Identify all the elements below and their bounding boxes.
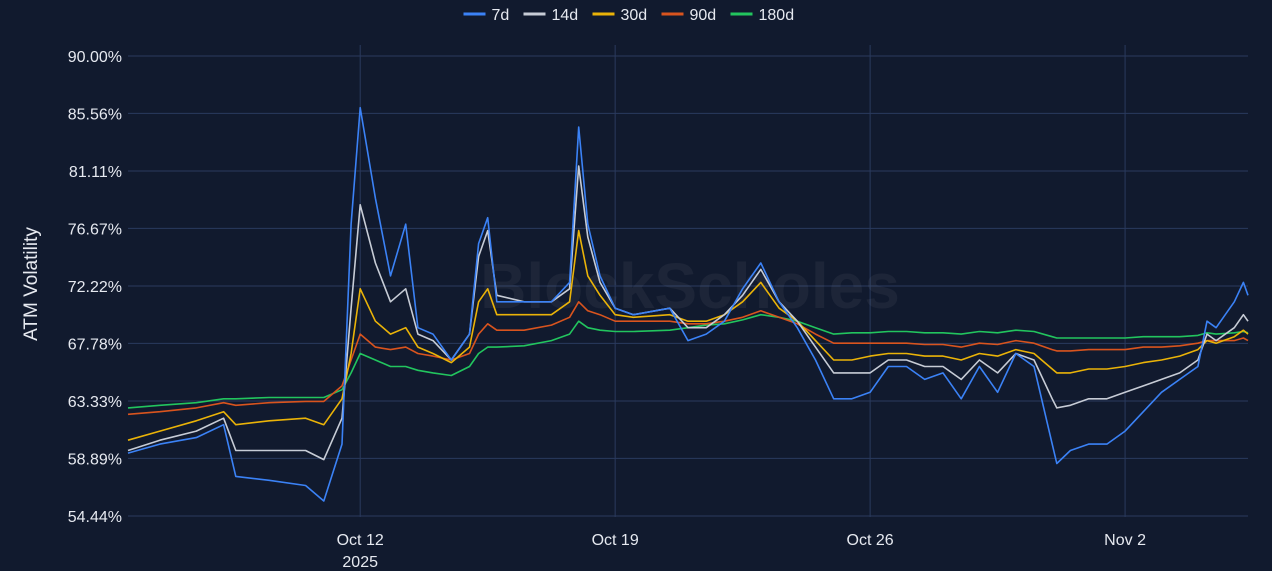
legend-label: 30d — [621, 7, 648, 24]
legend[interactable]: 7d 14d 30d 90d 180d — [463, 7, 795, 24]
series-line-180d — [127, 313, 1249, 409]
y-tick-label: 67.78% — [68, 336, 122, 353]
y-tick-label: 63.33% — [68, 394, 122, 411]
x-tick-label: Oct 19 — [592, 532, 639, 549]
legend-label: 14d — [552, 7, 579, 24]
y-tick-label: 90.00% — [68, 49, 122, 66]
series-lines — [127, 106, 1249, 502]
y-axis-ticks: 90.00% 85.56% 81.11% 76.67% 72.22% 67.78% 63.3… — [68, 49, 122, 526]
legend-label: 180d — [759, 7, 795, 24]
x-axis-ticks: Oct 12 2025 Oct 19 Oct 26 Nov 2 — [337, 532, 1146, 571]
x-tick-sublabel: 2025 — [342, 554, 378, 571]
y-tick-label: 54.44% — [68, 509, 122, 526]
legend-item-7d[interactable]: 7d — [463, 7, 510, 24]
x-tick-label: Oct 12 — [337, 532, 384, 549]
legend-label: 90d — [690, 7, 717, 24]
x-tick-label: Oct 26 — [847, 532, 894, 549]
y-tick-label: 72.22% — [68, 279, 122, 296]
y-tick-label: 85.56% — [68, 106, 122, 123]
x-tick-label: Nov 2 — [1104, 532, 1146, 549]
legend-item-180d[interactable]: 180d — [730, 7, 795, 24]
y-tick-label: 58.89% — [68, 451, 122, 468]
legend-label: 7d — [492, 7, 510, 24]
y-tick-label: 81.11% — [69, 164, 122, 181]
legend-item-90d[interactable]: 90d — [661, 7, 717, 24]
grid-lines — [128, 45, 1248, 517]
legend-item-30d[interactable]: 30d — [592, 7, 648, 24]
series-line-7d — [127, 106, 1249, 502]
series-line-14d — [127, 165, 1249, 461]
watermark: BlockScholes — [480, 250, 900, 322]
y-tick-label: 76.67% — [68, 221, 122, 238]
y-axis-label: ATM Volatility — [21, 227, 42, 341]
legend-item-14d[interactable]: 14d — [523, 7, 579, 24]
